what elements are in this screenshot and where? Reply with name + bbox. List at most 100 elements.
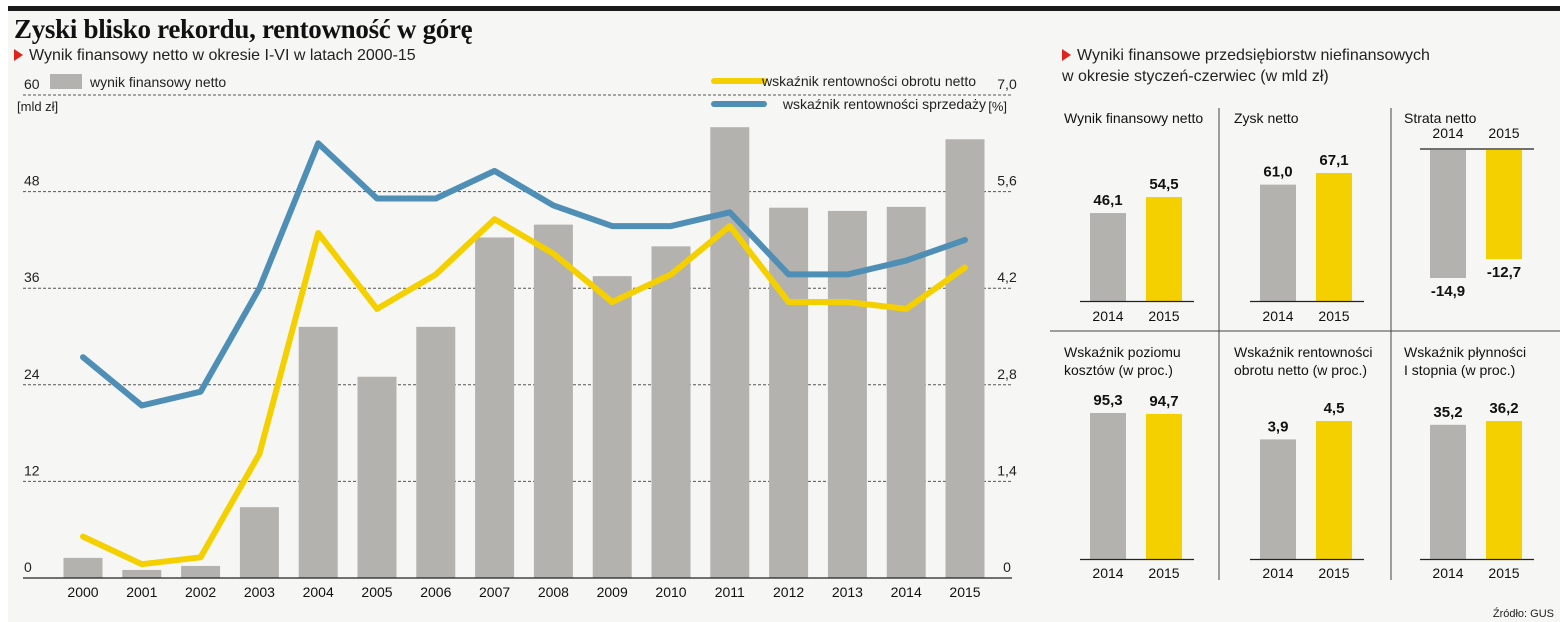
x-tick-label: 2008 [538,584,569,600]
panel-bar [1316,421,1352,559]
line-rentownosc-sprzedazy-point [376,198,378,199]
panel-year-label: 2014 [1262,565,1293,581]
bar-2002 [181,565,221,578]
main-chart: 0 0 12 1,4 24 2,8 36 4,2 48 5,6 60 7,0 [mld zł] [%] 20… [17,73,1017,600]
panel-value-label: 3,9 [1268,418,1289,435]
bar-2008 [533,224,573,579]
bar-2005 [357,376,397,578]
bar-2011 [710,127,750,578]
line-rentownosc-sprzedazy-point [494,170,496,172]
x-tick-label: 2005 [361,584,392,600]
panel-bar [1316,173,1352,301]
panel-year-label: 2014 [1092,565,1123,581]
panel-bar [1486,150,1522,260]
line-rentownosc-sprzedazy-point [552,204,554,206]
line-rentownosc-obrotu-point [82,536,84,538]
x-tick-label: 2009 [597,584,628,600]
panel-title: kosztów (w proc.) [1064,362,1173,378]
panel-year-label: 2015 [1318,308,1349,324]
x-tick-label: 2001 [126,584,157,600]
line-rentownosc-obrotu-point [258,453,260,455]
main-subtitle-text: Wynik finansowy netto w okresie I-VI w l… [29,47,416,64]
y-right-tick-label: 4,2 [997,269,1017,285]
source-note: Źródło: GUS [1492,608,1554,620]
line-rentownosc-sprzedazy-point [141,405,143,406]
bar-2003 [239,507,279,578]
line-rentownosc-obrotu-point [200,556,202,558]
line-rentownosc-obrotu-point [376,308,378,310]
x-tick-label: 2006 [420,584,451,600]
panel-value-label: 46,1 [1093,192,1122,209]
page-title: Zyski blisko rekordu, rentowność w górę [14,14,473,44]
panel-title: Strata netto [1404,110,1477,126]
line-rentownosc-obrotu [80,216,968,568]
x-tick-label: 2002 [185,584,216,600]
x-tick-label: 2007 [479,584,510,600]
panel-title: I stopnia (w proc.) [1404,362,1515,378]
top-rule [8,6,1560,11]
panel-year-label: 2014 [1092,308,1123,324]
y-right-tick-label: 2,8 [997,366,1017,382]
panel-bar [1486,421,1522,559]
panel-year-label: 2015 [1318,565,1349,581]
x-tick-label: 2004 [303,584,334,600]
line-rentownosc-obrotu-point [435,273,437,275]
y-right-tick-label: 5,6 [997,173,1017,189]
line-rentownosc-sprzedazy-point [82,356,84,358]
panel-year-label: 2014 [1262,308,1293,324]
panel-bar [1260,184,1296,301]
panel-year-label: 2015 [1488,565,1519,581]
y-left-tick-label: 12 [24,462,40,478]
y-left-tick-label: 0 [24,559,32,575]
main-subtitle: Wynik finansowy netto w okresie I-VI w l… [14,47,416,65]
line-rentownosc-sprzedazy-point [964,239,966,241]
x-tick-label: 2003 [244,584,275,600]
panel-value-label: 36,2 [1489,400,1518,417]
y-right-unit: [%] [988,99,1007,114]
legend-swatch-bars [50,74,82,89]
line-rentownosc-obrotu-point [846,301,848,303]
line-rentownosc-obrotu-point [141,563,143,565]
line-rentownosc-obrotu-point [611,301,613,303]
panel-value-label: 95,3 [1093,392,1122,409]
panel-bar [1146,413,1182,559]
line-rentownosc-obrotu-point [905,308,907,310]
legend-label-yellow: wskaźnik rentowności obrotu netto [761,73,976,89]
line-rentownosc-sprzedazy [80,140,968,409]
panel-value-label: 35,2 [1433,404,1462,421]
y-left-tick-label: 36 [24,269,40,285]
panel-value-label: 94,7 [1149,393,1178,410]
panel-year-label: 2015 [1488,125,1519,141]
y-left-unit: [mld zł] [17,99,58,114]
line-rentownosc-obrotu-point [729,225,731,227]
panel-value-label: -12,7 [1487,264,1521,281]
panel-value-label: 67,1 [1319,152,1348,169]
line-rentownosc-sprzedazy-point [670,225,672,227]
panel-value-label: 54,5 [1149,176,1178,193]
x-tick-label: 2000 [67,584,98,600]
x-tick-label: 2014 [891,584,922,600]
triangle-marker-icon [1062,49,1071,61]
panel-value-label: -14,9 [1431,283,1465,300]
panel-bar [1430,424,1466,559]
x-tick-label: 2011 [715,584,745,600]
x-tick-label: 2015 [949,584,980,600]
panel-value-label: 61,0 [1263,164,1292,181]
line-rentownosc-obrotu-point [670,273,672,275]
line-rentownosc-sprzedazy-point [788,273,790,275]
bar-2006 [416,326,456,578]
x-tick-label: 2012 [773,584,804,600]
x-tick-label: 2010 [655,584,686,600]
panel-bar [1090,213,1126,301]
y-left-tick-label: 24 [24,366,40,382]
line-rentownosc-sprzedazy-point [905,260,907,262]
panel-bar [1090,413,1126,559]
line-rentownosc-obrotu-point [552,253,554,255]
panel-year-label: 2014 [1432,125,1463,141]
panel-title: Wynik finansowy netto [1064,110,1203,126]
right-subtitle-line1: Wyniki finansowe przedsiębiorstw niefina… [1077,47,1430,64]
line-rentownosc-sprzedazy-point [729,211,731,213]
right-subtitle-line2: w okresie styczeń-czerwiec (w mld zł) [1062,68,1329,85]
bar-2000 [63,557,103,578]
y-left-tick-label: 48 [24,173,40,189]
